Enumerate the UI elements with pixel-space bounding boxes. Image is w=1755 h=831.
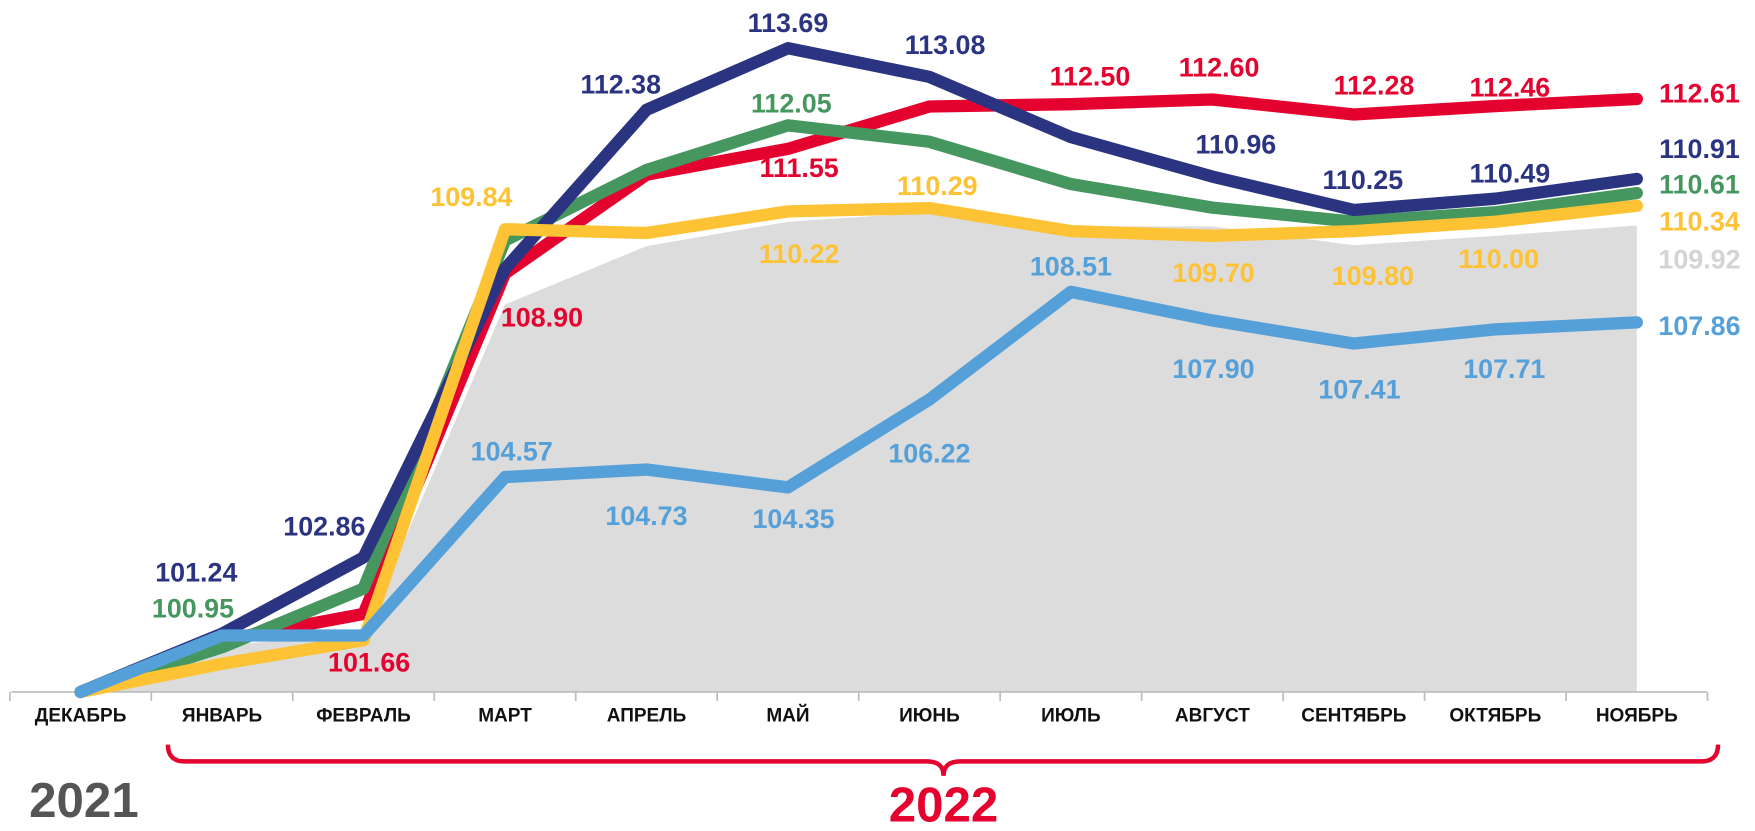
value-label: 110.96 <box>1196 129 1277 159</box>
value-label: 107.71 <box>1463 354 1545 384</box>
value-label: 112.38 <box>580 69 661 99</box>
value-label: 110.61 <box>1659 169 1740 199</box>
value-label: 112.05 <box>751 88 832 118</box>
value-label: 109.84 <box>430 182 512 212</box>
value-label: 102.86 <box>283 511 365 541</box>
x-tick-label: СЕНТЯБРЬ <box>1301 706 1406 727</box>
value-label: 112.60 <box>1179 52 1260 82</box>
x-tick-label: ИЮНЬ <box>899 706 960 727</box>
value-label: 107.90 <box>1172 354 1254 384</box>
value-label: 112.46 <box>1470 72 1551 102</box>
value-label: 112.61 <box>1659 79 1740 109</box>
value-label: 113.08 <box>905 30 986 60</box>
value-label: 112.28 <box>1334 71 1415 101</box>
plot: ДЕКАБРЬ ЯНВАРЬ ФЕВРАЛЬ МАРТ АПРЕЛЬ МАЙ ИЮНЬ ИЮЛ… <box>9 8 1741 727</box>
year-label: 2021 <box>29 773 139 828</box>
value-label: 111.55 <box>760 153 839 183</box>
year-brace <box>165 744 1721 777</box>
value-label: 104.73 <box>605 501 687 531</box>
year-label: 2022 <box>889 777 999 831</box>
line <box>74 285 1643 699</box>
x-tick-label: ОКТЯБРЬ <box>1449 706 1541 727</box>
x-tick-label: ИЮЛЬ <box>1041 706 1101 727</box>
value-label: 106.22 <box>888 439 970 469</box>
x-tick-label: МАЙ <box>766 705 809 727</box>
value-label: 110.22 <box>759 239 840 269</box>
value-label: 110.91 <box>1659 134 1740 164</box>
value-label: 109.70 <box>1172 258 1254 288</box>
line <box>74 199 1643 699</box>
value-label: 113.69 <box>748 8 829 38</box>
value-label: 109.80 <box>1332 261 1414 291</box>
value-label: 108.51 <box>1030 251 1112 281</box>
x-tick-label: НОЯБРЬ <box>1596 706 1678 727</box>
value-label: 110.34 <box>1659 207 1740 237</box>
value-label: 104.35 <box>752 504 834 534</box>
value-label: 109.92 <box>1658 244 1740 274</box>
line <box>74 42 1643 699</box>
x-tick-label: МАРТ <box>478 706 532 727</box>
value-label: 107.86 <box>1658 311 1740 341</box>
value-label: 110.29 <box>897 171 978 201</box>
value-label: 104.57 <box>471 437 553 467</box>
value-label: 110.00 <box>1458 244 1539 274</box>
value-label: 101.66 <box>328 647 410 677</box>
value-label: 112.50 <box>1050 62 1131 92</box>
x-tick-label: АПРЕЛЬ <box>607 706 687 727</box>
x-tick-label: ДЕКАБРЬ <box>35 706 127 727</box>
line <box>74 119 1643 699</box>
value-label: 110.49 <box>1470 158 1551 188</box>
x-tick-label: ФЕВРАЛЬ <box>316 706 411 727</box>
x-tick-label: АВГУСТ <box>1175 706 1250 727</box>
value-label: 107.41 <box>1318 375 1400 405</box>
x-tick-label: ЯНВАРЬ <box>182 706 262 727</box>
value-label: 108.90 <box>501 302 583 332</box>
value-label: 100.95 <box>152 593 234 623</box>
value-label: 110.25 <box>1322 165 1403 195</box>
value-label: 101.24 <box>155 557 237 587</box>
